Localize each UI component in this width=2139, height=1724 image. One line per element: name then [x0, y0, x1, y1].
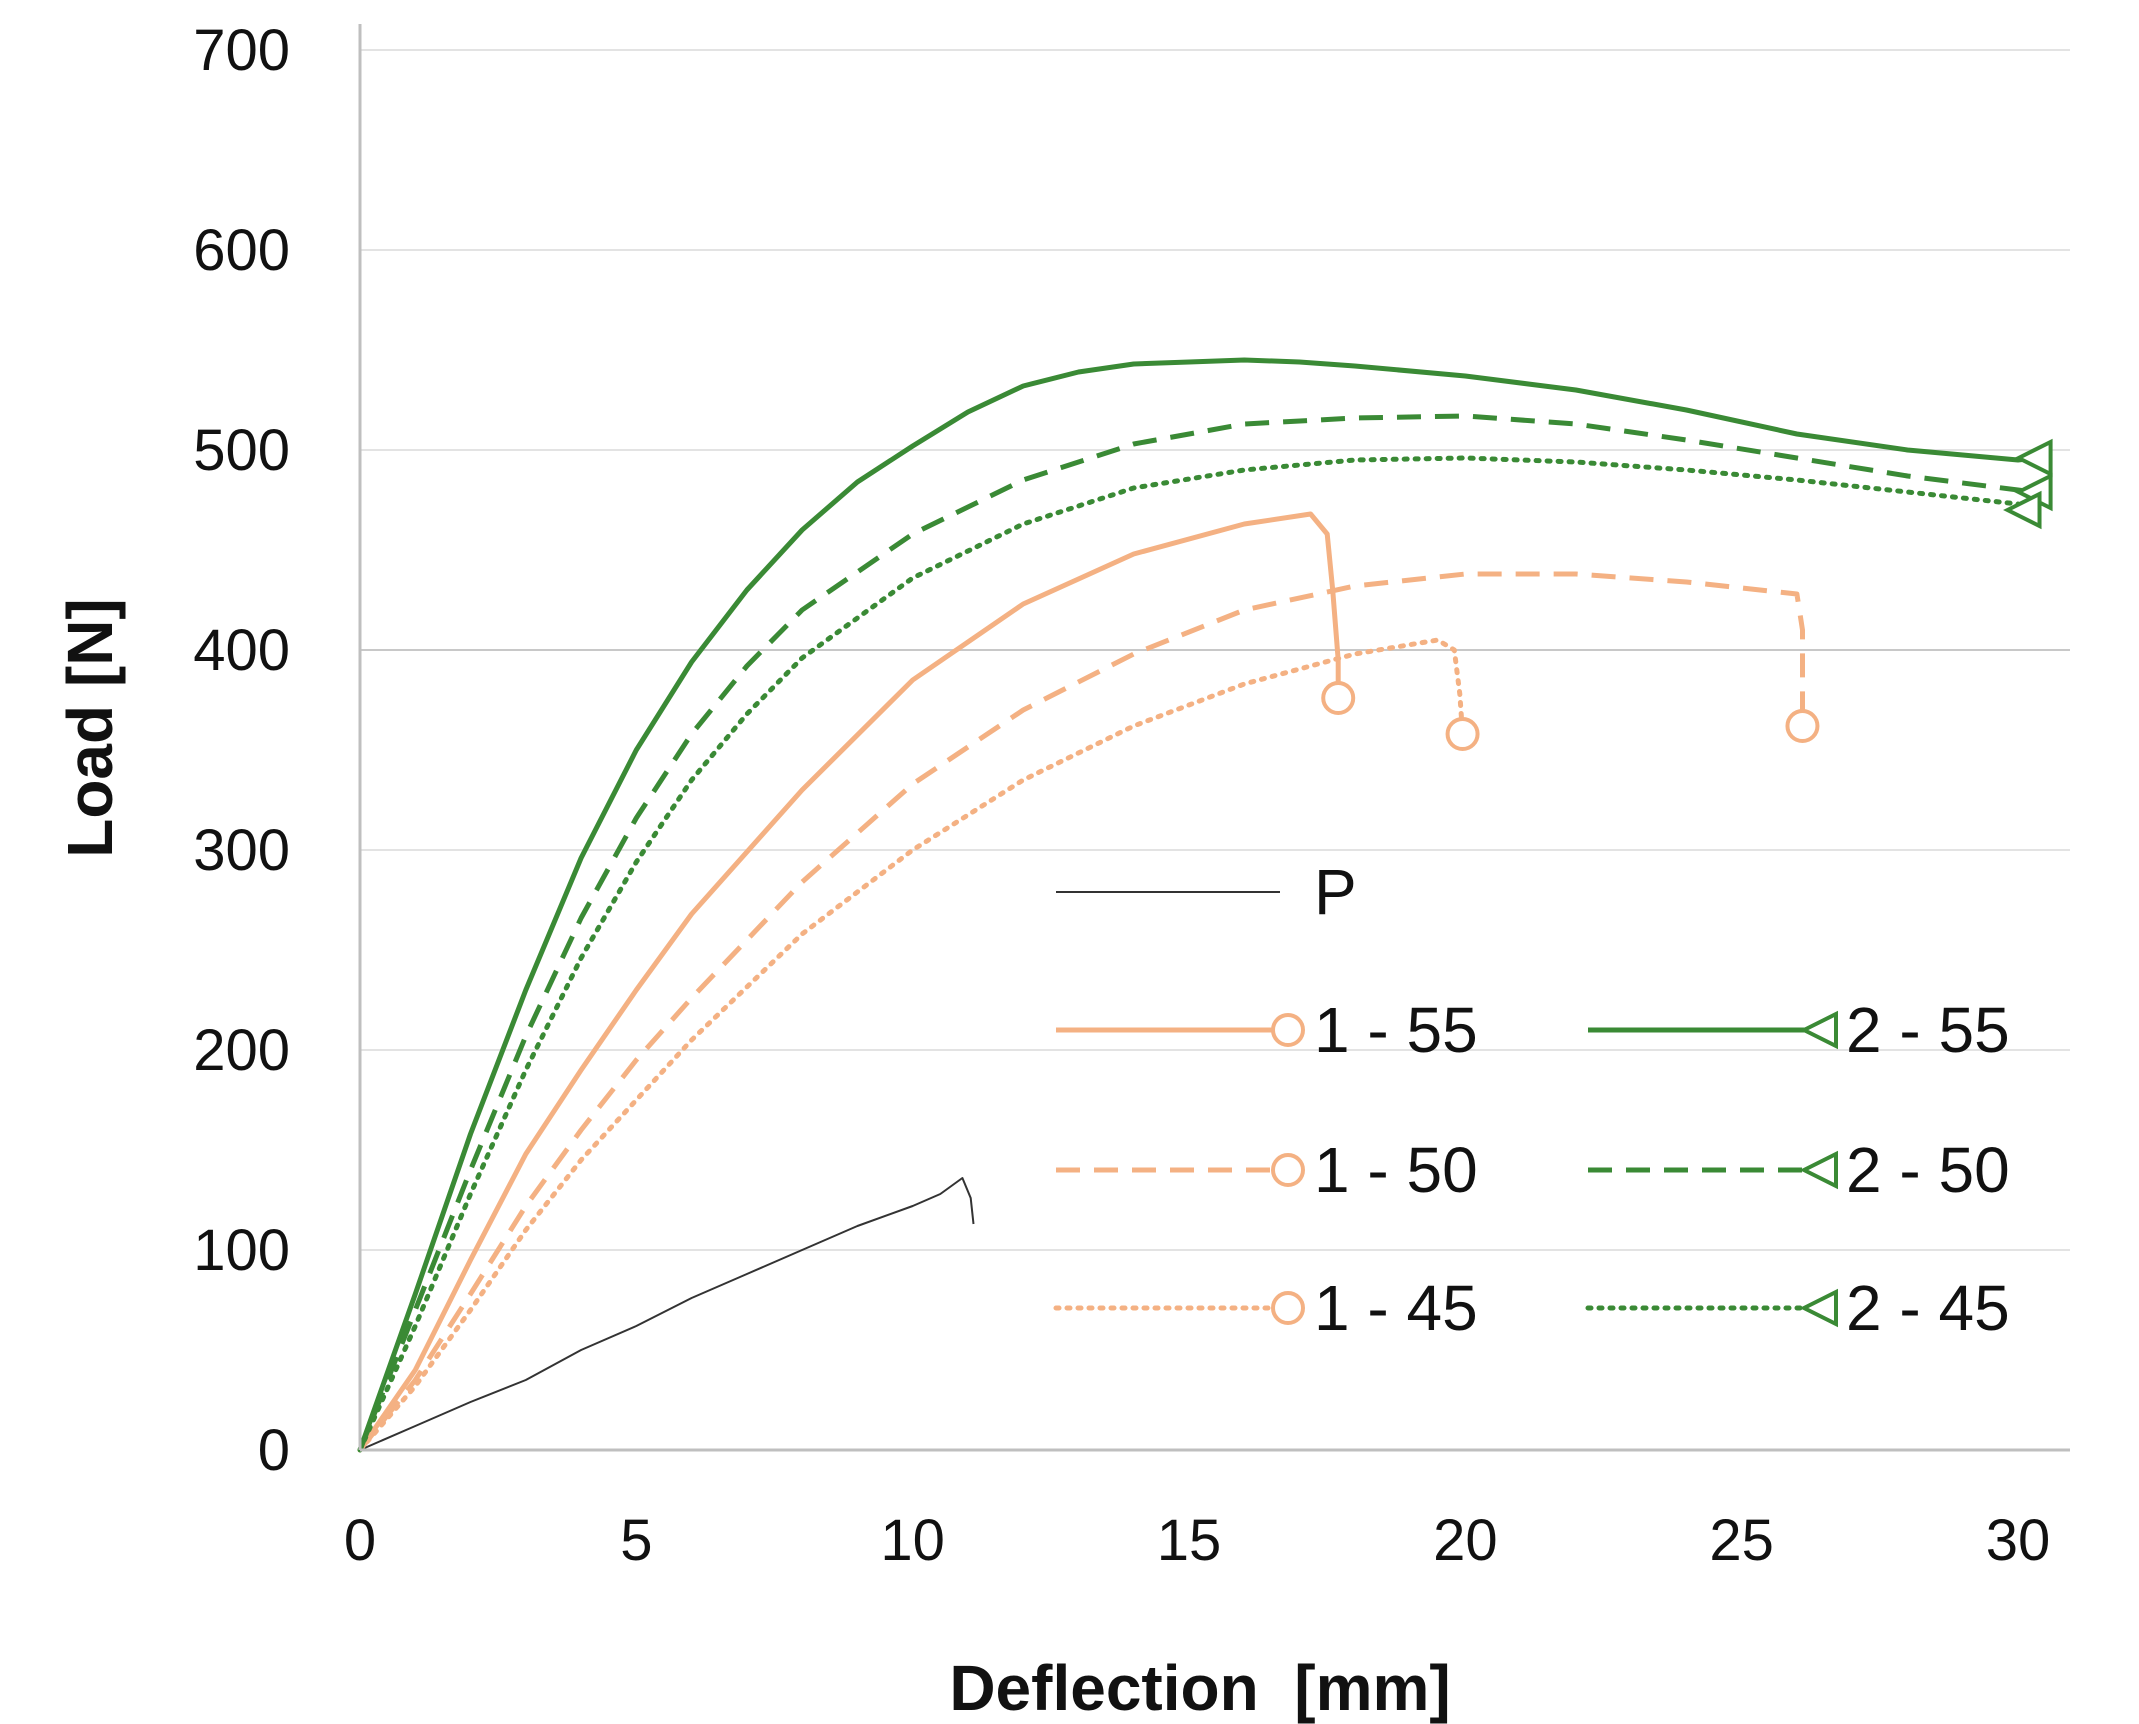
legend-label-1-55: 1 - 55 — [1314, 994, 1478, 1066]
x-tick-label-20: 20 — [1433, 1508, 1498, 1573]
legend-item-2-55: 2 - 55 — [1588, 994, 2010, 1066]
end-marker-1-55 — [1321, 681, 1356, 715]
x-tick-label-30: 30 — [1986, 1508, 2051, 1573]
y-tick-label-600: 600 — [193, 218, 290, 283]
legend-label-1-45: 1 - 45 — [1314, 1272, 1478, 1344]
x-tick-label-0: 0 — [344, 1508, 376, 1573]
x-tick-label-10: 10 — [880, 1508, 945, 1573]
legend-label-1-50: 1 - 50 — [1314, 1134, 1478, 1206]
series-line-2-55 — [357, 357, 2035, 1451]
series-line-2-50 — [357, 413, 2035, 1451]
end-marker-2-55 — [2014, 438, 2053, 478]
x-tick-label-5: 5 — [620, 1508, 652, 1573]
x-tick-labels: 0 5 10 15 20 25 30 — [344, 1508, 2050, 1573]
end-marker-1-50 — [1785, 709, 1820, 743]
legend-marker-2-50 — [1799, 1150, 1838, 1190]
y-tick-label-500: 500 — [193, 418, 290, 483]
y-tick-labels: 0 100 200 300 400 500 600 700 — [193, 18, 290, 1483]
legend-label-p: P — [1314, 856, 1357, 928]
y-tick-label-200: 200 — [193, 1018, 290, 1083]
series-line-p — [359, 1177, 975, 1451]
legend-label-2-45: 2 - 45 — [1846, 1272, 2010, 1344]
legend: P 1 - 55 1 - 50 1 - 45 2 - 55 2 - 50 2 - 45 — [1053, 856, 2010, 1344]
legend-item-p: P — [1056, 856, 1357, 928]
series-lines — [357, 357, 2035, 1453]
legend-marker-1-55 — [1271, 1013, 1305, 1047]
legend-marker-2-45 — [1799, 1288, 1838, 1328]
y-tick-label-700: 700 — [193, 18, 290, 83]
legend-item-2-45: 2 - 45 — [1585, 1272, 2010, 1344]
end-marker-1-45 — [1445, 717, 1480, 751]
y-tick-label-400: 400 — [193, 618, 290, 683]
gridlines — [360, 49, 2070, 1251]
legend-item-2-50: 2 - 50 — [1588, 1134, 2010, 1206]
series-line-1-55 — [357, 511, 1341, 1452]
y-tick-label-0: 0 — [258, 1418, 290, 1483]
series-line-2-45 — [357, 455, 2026, 1453]
legend-label-2-55: 2 - 55 — [1846, 994, 2010, 1066]
legend-item-1-45: 1 - 45 — [1053, 1272, 1478, 1344]
legend-label-2-50: 2 - 50 — [1846, 1134, 2010, 1206]
x-tick-label-25: 25 — [1709, 1508, 1774, 1573]
y-axis-title: Load [N] — [54, 598, 126, 858]
legend-item-1-55: 1 - 55 — [1056, 994, 1478, 1066]
legend-marker-1-50 — [1271, 1153, 1305, 1187]
end-markers — [1321, 438, 2053, 751]
y-tick-label-100: 100 — [193, 1218, 290, 1283]
legend-item-1-50: 1 - 50 — [1056, 1134, 1478, 1206]
legend-marker-1-45 — [1271, 1291, 1305, 1325]
series-line-1-45 — [357, 637, 1466, 1453]
axes — [358, 24, 2070, 1452]
x-tick-label-15: 15 — [1157, 1508, 1222, 1573]
end-marker-2-45 — [2003, 490, 2042, 530]
series-line-1-50 — [358, 571, 1805, 1452]
y-tick-label-300: 300 — [193, 818, 290, 883]
x-axis-title: Deflection [mm] — [949, 1652, 1450, 1724]
legend-marker-2-55 — [1799, 1010, 1838, 1050]
